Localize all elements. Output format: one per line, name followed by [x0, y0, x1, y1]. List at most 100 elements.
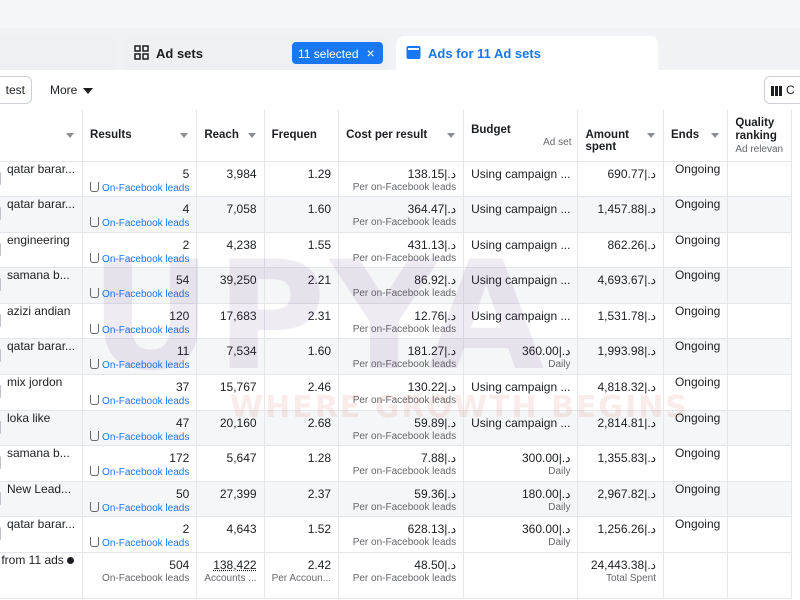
column-header-frequency[interactable]: Frequen	[264, 110, 340, 162]
budget-cell: 360.00|.د Daily	[463, 516, 579, 554]
results-type[interactable]: On-Facebook leads	[90, 252, 189, 265]
totals-reach[interactable]: 138,422	[213, 558, 257, 573]
amount-spent-value: 1,531.78|.د	[597, 308, 656, 323]
cost-per-result-type: Per on-Facebook leads	[352, 181, 457, 193]
results-type[interactable]: On-Facebook leads	[90, 323, 189, 336]
column-header-cost-per-result[interactable]: Cost per result	[338, 110, 465, 162]
quality-cell	[727, 481, 792, 518]
quality-cell	[727, 267, 792, 304]
header-label: Budget	[471, 124, 511, 136]
columns-button[interactable]: C	[764, 76, 800, 104]
ad-name: samana b...	[7, 268, 70, 283]
tab-campaigns[interactable]	[0, 36, 116, 70]
sort-icon[interactable]	[66, 133, 75, 138]
test-button[interactable]: test	[0, 76, 32, 104]
ad-name: qatar barar...	[7, 339, 76, 354]
tab-ads[interactable]: Ads for 11 Ad sets	[396, 36, 658, 70]
table-row[interactable]: samana b... 172 On-Facebook leads 5,647 1…	[0, 445, 792, 482]
ad-name-cell[interactable]: samana b...	[0, 267, 84, 304]
ad-name-cell[interactable]: New Lead...	[0, 481, 84, 518]
column-header-name[interactable]	[0, 110, 84, 162]
quality-cell	[727, 161, 792, 198]
quality-cell	[727, 303, 792, 340]
more-button[interactable]: More	[40, 76, 103, 104]
amount-spent-value: 1,355.83|.د	[597, 451, 656, 466]
frequency-cell: 2.31	[264, 303, 340, 340]
sort-icon[interactable]	[711, 133, 720, 138]
ends-value: Ongoing	[674, 517, 721, 532]
ad-name: mix jordon	[7, 375, 63, 390]
frequency-value: 1.60	[307, 344, 332, 359]
results-type[interactable]: On-Facebook leads	[90, 217, 189, 229]
table-row[interactable]: mix jordon 37 On-Facebook leads 15,767 2.…	[0, 374, 792, 411]
cost-per-result-type: Per on-Facebook leads	[352, 430, 457, 442]
budget-type: Daily	[548, 359, 571, 371]
ad-window-icon	[406, 46, 421, 59]
sort-icon[interactable]	[647, 133, 655, 138]
totals-results-cell: 504 On-Facebook leads	[82, 552, 198, 600]
table-row[interactable]: New Lead... 50 On-Facebook leads 27,399 2…	[0, 481, 792, 518]
table-row[interactable]: azizi andian 120 On-Facebook leads 17,683…	[0, 303, 792, 340]
results-type[interactable]: On-Facebook leads	[90, 359, 189, 371]
reach-cell: 4,643	[196, 516, 265, 554]
cost-per-result-type: Per on-Facebook leads	[352, 501, 457, 513]
ad-name-cell[interactable]: engineering	[0, 232, 84, 269]
table-row[interactable]: qatar barar... 4 On-Facebook leads 7,058 …	[0, 196, 792, 233]
info-icon[interactable]	[66, 557, 74, 565]
ad-name-cell[interactable]: qatar barar...	[0, 196, 84, 233]
reach-value: 27,399	[219, 486, 257, 501]
ad-name: qatar barar...	[7, 161, 76, 176]
sort-icon[interactable]	[447, 133, 456, 138]
results-type[interactable]: On-Facebook leads	[90, 395, 189, 407]
frequency-value: 2.31	[307, 308, 332, 323]
ad-name-cell[interactable]: qatar barar...	[0, 516, 84, 554]
selected-count-pill[interactable]: 11 selected ×	[292, 42, 383, 64]
frequency-value: 1.55	[307, 237, 332, 252]
ad-name-cell[interactable]: mix jordon	[0, 374, 84, 411]
frequency-value: 2.68	[307, 415, 332, 430]
ad-name-cell[interactable]: qatar barar...	[0, 338, 84, 376]
ends-cell: Ongoing	[663, 196, 729, 233]
ends-cell: Ongoing	[663, 267, 729, 304]
ad-name: samana b...	[7, 446, 70, 461]
column-header-results[interactable]: Results	[82, 110, 198, 162]
amount-spent-cell: 690.77|.د	[577, 161, 664, 198]
results-type-label: On-Facebook leads	[102, 218, 190, 230]
table-row[interactable]: qatar barar... 2 On-Facebook leads 4,643 …	[0, 516, 792, 554]
results-value: 5	[182, 166, 190, 181]
column-header-quality-ranking[interactable]: Quality ranking Ad relevan	[727, 110, 792, 162]
sort-icon[interactable]	[180, 133, 189, 138]
column-header-reach[interactable]: Reach	[196, 110, 265, 162]
table-row[interactable]: qatar barar... 5 On-Facebook leads 3,984 …	[0, 161, 792, 198]
budget-value: Using campaign ...	[471, 166, 571, 181]
reach-value: 3,984	[226, 166, 257, 181]
frequency-cell: 1.55	[264, 232, 340, 269]
tab-ad-sets[interactable]: Ad sets 11 selected ×	[124, 36, 388, 70]
ad-name-cell[interactable]: samana b...	[0, 445, 84, 482]
table-row[interactable]: samana b... 54 On-Facebook leads 39,250 2…	[0, 267, 792, 304]
column-header-amount-spent[interactable]: Amount spent	[577, 110, 664, 162]
results-type[interactable]: On-Facebook leads	[90, 537, 189, 549]
results-type[interactable]: On-Facebook leads	[90, 181, 189, 194]
sort-icon[interactable]	[247, 133, 256, 138]
close-icon[interactable]: ×	[366, 45, 375, 61]
ends-value: Ongoing	[674, 232, 721, 247]
reach-cell: 7,534	[196, 338, 265, 376]
ends-value: Ongoing	[674, 197, 721, 212]
frequency-value: 1.52	[307, 522, 332, 537]
results-value: 4	[182, 202, 190, 217]
ad-name-cell[interactable]: qatar barar...	[0, 161, 84, 198]
cost-per-result-value: 138.15|.د	[407, 166, 457, 181]
ad-name-cell[interactable]: azizi andian	[0, 303, 84, 340]
table-row[interactable]: engineering 2 On-Facebook leads 4,238 1.5…	[0, 232, 792, 269]
ad-name-cell[interactable]: loka like	[0, 410, 84, 447]
table-row[interactable]: qatar barar... 11 On-Facebook leads 7,534…	[0, 338, 792, 376]
column-header-ends[interactable]: Ends	[663, 110, 729, 162]
table-row[interactable]: loka like 47 On-Facebook leads 20,160 2.6…	[0, 410, 792, 447]
results-type[interactable]: On-Facebook leads	[90, 288, 189, 300]
results-type[interactable]: On-Facebook leads	[90, 501, 189, 514]
results-type[interactable]: On-Facebook leads	[90, 466, 189, 478]
column-header-budget[interactable]: Budget Ad set	[463, 110, 579, 162]
ends-cell: Ongoing	[663, 232, 729, 269]
results-type[interactable]: On-Facebook leads	[90, 430, 189, 443]
